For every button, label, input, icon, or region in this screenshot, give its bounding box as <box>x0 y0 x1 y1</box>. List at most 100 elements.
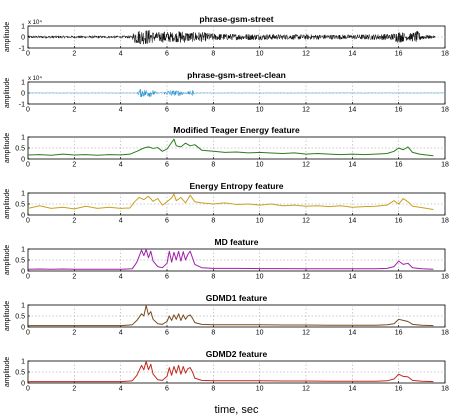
x-tick-label: 4 <box>119 274 123 281</box>
x-tick-label: 4 <box>119 51 123 58</box>
x-tick-label: 18 <box>441 386 449 393</box>
x-tick-label: 2 <box>72 162 76 169</box>
y-tick-label: 1 <box>21 135 25 142</box>
x-tick-label: 2 <box>72 274 76 281</box>
y-axis-label: amplitude <box>4 301 11 331</box>
x-tick-label: 10 <box>256 330 264 337</box>
y-tick-label: 1 <box>21 303 25 310</box>
x-tick-label: 0 <box>26 218 30 225</box>
x-tick-label: 8 <box>211 274 215 281</box>
x-tick-label: 14 <box>348 218 356 225</box>
y-axis-label: amplitude <box>4 189 11 219</box>
x-tick-label: 12 <box>302 162 310 169</box>
y-tick-label: 1 <box>21 247 25 254</box>
x-tick-label: 6 <box>165 218 169 225</box>
y-axis-label: amplitude <box>4 357 11 387</box>
x-tick-label: 16 <box>395 386 403 393</box>
x-tick-label: 6 <box>165 51 169 58</box>
x-tick-label: 4 <box>119 386 123 393</box>
x-tick-label: 6 <box>165 162 169 169</box>
y-tick-label: 0.5 <box>15 370 25 377</box>
x-tick-label: 18 <box>441 218 449 225</box>
waveform-series <box>27 30 436 45</box>
x-tick-label: 16 <box>395 162 403 169</box>
panel-title: Energy Entropy feature <box>190 181 284 191</box>
y-tick-label: 0 <box>21 91 25 98</box>
y-axis-label: amplitude <box>4 245 11 275</box>
y-tick-label: -1 <box>19 102 25 109</box>
x-tick-label: 12 <box>302 330 310 337</box>
x-tick-label: 8 <box>211 218 215 225</box>
x-tick-label: 10 <box>256 107 264 114</box>
x-tick-label: 2 <box>72 51 76 58</box>
y-exponent-label: x 10⁴ <box>28 75 42 82</box>
x-tick-label: 14 <box>348 51 356 58</box>
x-tick-label: 6 <box>165 386 169 393</box>
y-axis-label: amplitude <box>4 78 11 108</box>
x-tick-label: 16 <box>395 51 403 58</box>
x-tick-label: 8 <box>211 51 215 58</box>
x-tick-label: 2 <box>72 330 76 337</box>
x-tick-label: 12 <box>302 107 310 114</box>
x-tick-label: 12 <box>302 386 310 393</box>
feature-series-line <box>27 248 434 270</box>
x-tick-label: 0 <box>26 107 30 114</box>
panel-title: phrase-gsm-street <box>199 14 273 24</box>
x-tick-label: 14 <box>348 107 356 114</box>
x-tick-label: 6 <box>165 274 169 281</box>
x-tick-label: 18 <box>441 107 449 114</box>
panel-title: GDMD1 feature <box>206 293 268 303</box>
y-axis-label: amplitude <box>4 22 11 52</box>
y-tick-label: 0.5 <box>15 314 25 321</box>
panel-title: MD feature <box>215 237 259 247</box>
x-tick-label: 8 <box>211 386 215 393</box>
panel-title: GDMD2 feature <box>206 349 268 359</box>
y-tick-label: 0 <box>21 157 25 164</box>
y-tick-label: 1 <box>21 359 25 366</box>
panel-6: GDMD1 feature 0 2 4 6 8 10 12 14 16 18 0 0.5 1 amplitu… <box>4 293 449 337</box>
panel-title: phrase-gsm-street-clean <box>187 70 286 80</box>
feature-series-line <box>28 304 434 327</box>
x-tick-label: 12 <box>302 51 310 58</box>
y-axis-label: amplitude <box>4 133 11 163</box>
x-tick-label: 2 <box>72 218 76 225</box>
x-tick-label: 12 <box>302 218 310 225</box>
y-tick-label: 1 <box>21 191 25 198</box>
x-tick-label: 18 <box>441 274 449 281</box>
x-axis-label: time, sec <box>214 404 259 416</box>
x-tick-label: 8 <box>211 162 215 169</box>
x-tick-label: 8 <box>211 107 215 114</box>
x-tick-label: 0 <box>26 51 30 58</box>
x-tick-label: 4 <box>119 218 123 225</box>
y-tick-label: 0 <box>21 269 25 276</box>
x-tick-label: 0 <box>26 330 30 337</box>
x-tick-label: 10 <box>256 218 264 225</box>
y-tick-label: 0 <box>21 381 25 388</box>
panel-title: Modified Teager Energy feature <box>173 125 300 135</box>
x-tick-label: 4 <box>119 162 123 169</box>
x-tick-label: 18 <box>441 330 449 337</box>
panel-3: Modified Teager Energy feature 0 2 4 6 8 10 12 1… <box>4 125 449 169</box>
x-tick-label: 18 <box>441 51 449 58</box>
panel-7: GDMD2 feature 0 2 4 6 8 10 12 14 16 18 0 0.5 1 amplitu… <box>4 349 449 393</box>
x-tick-label: 14 <box>348 330 356 337</box>
x-tick-label: 14 <box>348 162 356 169</box>
x-tick-label: 4 <box>119 330 123 337</box>
x-tick-label: 16 <box>395 274 403 281</box>
x-tick-label: 6 <box>165 330 169 337</box>
x-tick-label: 10 <box>256 51 264 58</box>
y-tick-label: 0.5 <box>15 146 25 153</box>
y-exponent-label: x 10⁴ <box>28 19 42 26</box>
x-tick-label: 4 <box>119 107 123 114</box>
x-tick-label: 2 <box>72 107 76 114</box>
x-tick-label: 10 <box>256 162 264 169</box>
x-tick-label: 14 <box>348 386 356 393</box>
y-tick-label: 0 <box>21 325 25 332</box>
x-tick-label: 12 <box>302 274 310 281</box>
y-tick-label: 0 <box>21 35 25 42</box>
x-tick-label: 0 <box>26 386 30 393</box>
panel-4: Energy Entropy feature 0 2 4 6 8 10 12 14 16 18 0 0.… <box>4 181 449 225</box>
